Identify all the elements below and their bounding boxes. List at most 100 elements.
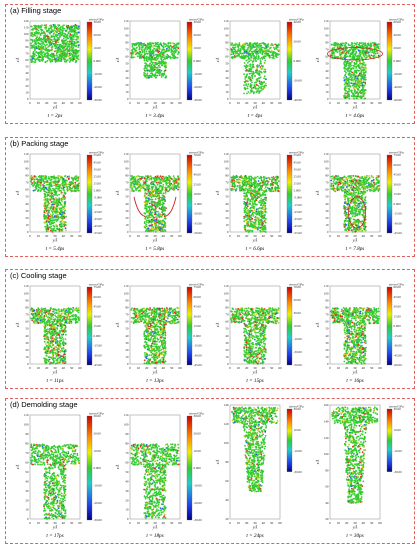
y-tick-label: 70 — [125, 48, 129, 52]
particle — [364, 64, 367, 66]
particle — [258, 86, 261, 89]
x-tick-label: 10 — [237, 234, 241, 238]
particle — [150, 218, 153, 221]
particle — [70, 58, 73, 61]
particle — [255, 91, 258, 93]
particle — [365, 45, 368, 48]
particle — [355, 62, 358, 65]
particle — [259, 62, 262, 65]
x-tick-label: 50 — [170, 101, 174, 105]
particle — [250, 87, 253, 90]
particle — [164, 199, 167, 202]
particle — [71, 36, 73, 39]
colorbar-title: stress/GPa — [189, 18, 204, 22]
particle — [46, 197, 49, 200]
particle — [40, 179, 43, 182]
particle — [46, 30, 49, 33]
particle — [361, 84, 364, 87]
particle — [167, 182, 170, 184]
particle — [40, 44, 43, 47]
particle — [145, 221, 148, 224]
particle — [336, 42, 339, 45]
particle — [347, 73, 350, 76]
particle — [177, 184, 180, 186]
particle — [35, 37, 37, 40]
particle — [61, 184, 64, 187]
particle — [139, 54, 142, 56]
particle — [236, 185, 239, 188]
particle — [153, 223, 156, 226]
particle — [64, 41, 67, 43]
particle — [53, 57, 56, 59]
particle — [47, 189, 50, 191]
particle — [154, 195, 157, 198]
particle — [164, 186, 167, 189]
colorbar-tick-label: 40.00 — [294, 20, 302, 24]
particle — [50, 179, 52, 182]
flow-arrow-left — [133, 196, 146, 217]
particle — [49, 30, 52, 33]
particle — [162, 184, 165, 186]
particle — [141, 46, 144, 49]
particle — [70, 180, 73, 183]
particle-structure — [130, 175, 180, 233]
y-tick-label: 20 — [325, 83, 329, 87]
particle — [63, 49, 66, 52]
y-tick-label: 70 — [25, 181, 29, 185]
particle — [261, 180, 264, 182]
particle — [72, 182, 75, 185]
particle — [259, 76, 262, 79]
particle — [76, 38, 79, 40]
particle — [358, 65, 361, 67]
particle — [162, 213, 165, 216]
x-tick-label: 0 — [329, 101, 331, 105]
particle — [30, 25, 33, 28]
particle — [165, 49, 168, 52]
particle — [46, 183, 48, 186]
particle-structure — [230, 175, 280, 233]
particle — [146, 48, 149, 51]
particle — [72, 43, 75, 46]
particle — [159, 199, 162, 202]
particle — [246, 51, 249, 54]
particle — [68, 183, 70, 186]
particle — [152, 185, 154, 188]
colorbar-tick-label: -30.00 — [194, 98, 203, 102]
particle — [44, 202, 46, 205]
particle — [148, 175, 151, 178]
x-tick-label: 30 — [153, 101, 157, 105]
particle — [38, 56, 41, 59]
particle — [148, 192, 151, 195]
x-tick-label: 10 — [37, 101, 41, 105]
y-tick-label: 10 — [25, 91, 29, 95]
colorbar-tick-label: 5.000 — [94, 189, 102, 193]
y-tick-label: 110 — [324, 19, 329, 23]
particle — [155, 221, 158, 224]
particle — [49, 217, 52, 220]
particle — [41, 55, 44, 58]
particle — [360, 78, 363, 81]
y-tick-label: 100 — [224, 159, 229, 163]
colorbar — [86, 154, 93, 234]
particle — [260, 64, 263, 67]
colorbar-tick-label: -25.00 — [94, 210, 103, 214]
particle — [51, 203, 54, 206]
particle — [344, 45, 347, 48]
particle — [148, 206, 151, 209]
colorbar-tick-label: -10.00 — [94, 72, 103, 76]
particle — [364, 89, 367, 91]
particle — [57, 217, 60, 220]
particle — [60, 187, 63, 190]
y-tick-label: 100 — [24, 159, 29, 163]
particle — [62, 26, 64, 29]
particle — [62, 57, 65, 59]
particle — [161, 49, 163, 52]
particle — [248, 58, 250, 61]
particle — [75, 35, 77, 38]
particle — [68, 61, 71, 63]
particle — [174, 56, 177, 58]
particle — [145, 52, 148, 55]
particle — [45, 186, 47, 189]
particle — [352, 80, 355, 82]
colorbar — [386, 21, 393, 101]
